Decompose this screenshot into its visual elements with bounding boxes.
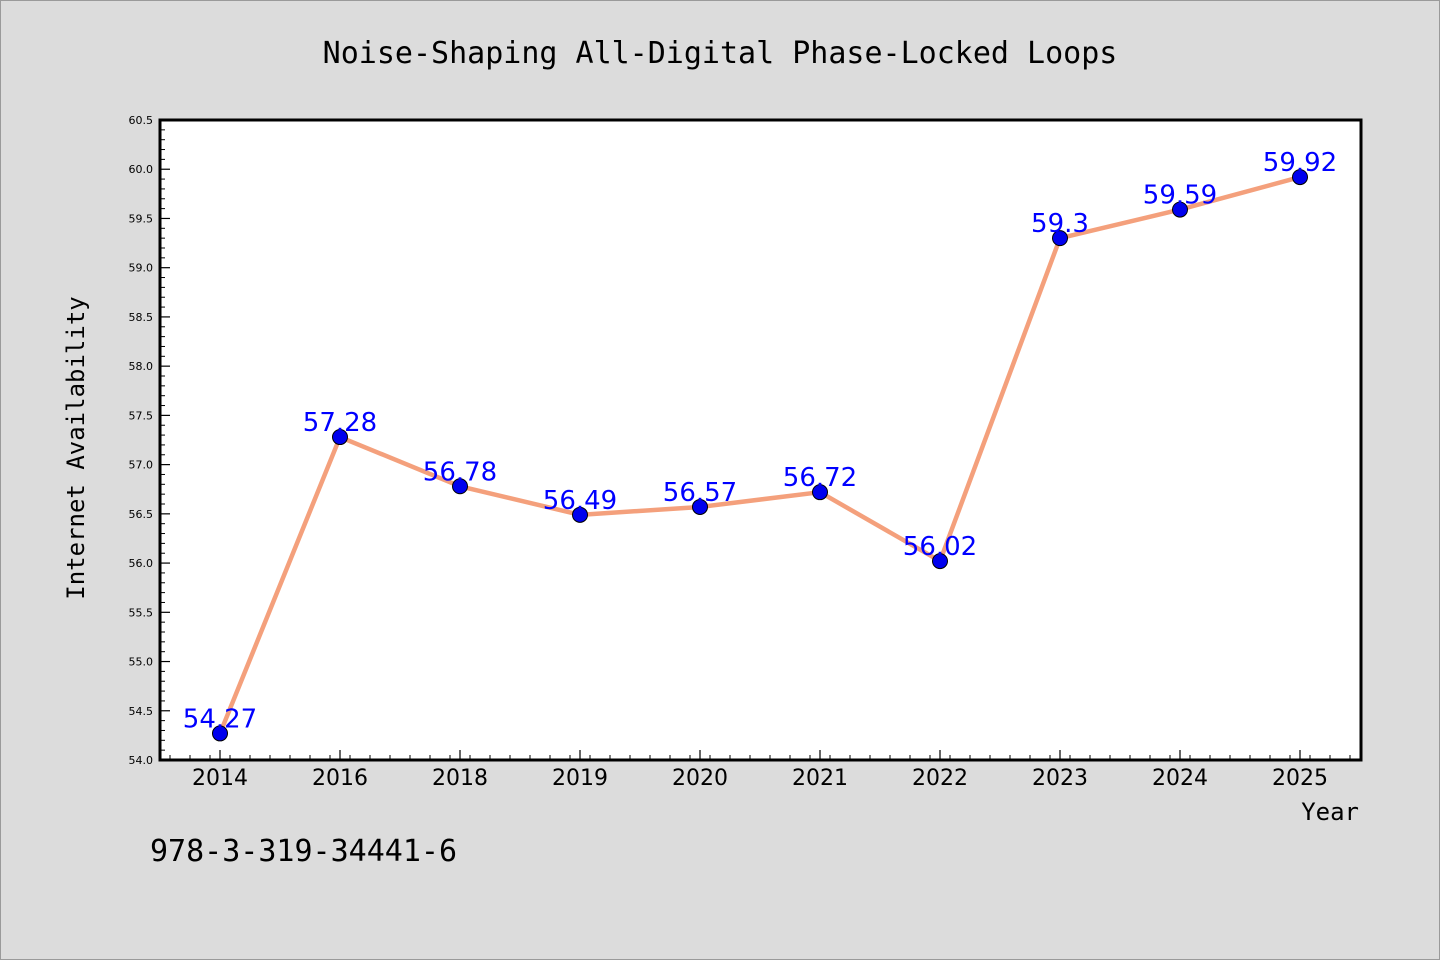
isbn-code: 978-3-319-34441-6: [150, 834, 458, 869]
chart-title: Noise-Shaping All-Digital Phase-Locked L…: [323, 36, 1118, 71]
data-label: 59.3: [1031, 209, 1089, 239]
y-tick-label: 59.0: [129, 262, 154, 275]
y-tick-label: 54.0: [129, 754, 154, 767]
x-tick-label: 2014: [192, 766, 248, 791]
series-line: [217, 174, 1303, 736]
data-point: [812, 484, 828, 501]
y-tick-label: 56.5: [129, 508, 154, 521]
x-tick-label: 2024: [1152, 766, 1208, 791]
x-tick-label: 2025: [1272, 766, 1328, 791]
data-point: [1172, 201, 1188, 218]
data-label: 54.27: [183, 704, 257, 734]
data-point: [692, 498, 708, 515]
y-tick-label: 60.0: [129, 163, 154, 176]
data-label: 59.92: [1263, 148, 1337, 178]
x-tick-label: 2022: [912, 766, 968, 791]
x-tick-label: 2016: [312, 766, 368, 791]
data-point: [1052, 230, 1068, 247]
y-tick-label: 56.0: [129, 557, 154, 570]
y-tick-label: 54.5: [129, 705, 154, 718]
data-label: 56.72: [783, 463, 857, 493]
data-label: 56.57: [663, 478, 737, 508]
y-tick-label: 57.0: [129, 459, 154, 472]
plot-area: [158, 118, 1363, 762]
y-tick-label: 58.0: [129, 360, 154, 373]
data-point: [452, 478, 468, 495]
data-point: [212, 725, 228, 742]
y-axis: 54.0 54.5 55.0 55.5 56.0 56.5 57.0 57.5 58.0 58.5…: [129, 114, 170, 767]
x-tick-label: 2018: [432, 766, 488, 791]
data-label: 57.28: [303, 408, 377, 438]
y-tick-label: 55.0: [129, 656, 154, 669]
x-tick-label: 2020: [672, 766, 728, 791]
y-tick-label: 58.5: [129, 311, 154, 324]
y-tick-label: 57.5: [129, 409, 154, 422]
x-axis-label: Year: [1301, 798, 1359, 826]
y-tick-label: 60.5: [129, 114, 154, 127]
data-point: [572, 506, 588, 523]
y-tick-label: 55.5: [129, 606, 154, 619]
data-labels: 54.27 57.28 56.78 56.49 56.57 56.72 56.02 59.3 5…: [183, 148, 1337, 734]
data-label: 56.02: [903, 532, 977, 562]
x-tick-label: 2023: [1032, 766, 1088, 791]
data-label: 56.49: [543, 486, 617, 516]
data-label: 56.78: [423, 457, 497, 487]
data-point: [332, 429, 348, 446]
x-tick-label: 2021: [792, 766, 848, 791]
data-point: [1292, 169, 1308, 186]
data-point: [932, 553, 948, 570]
x-axis: 2014 2016 2018 2019 2020 2021 2022 2023 2024 2025: [169, 750, 1351, 791]
x-tick-label: 2019: [552, 766, 608, 791]
series-group: [212, 169, 1308, 742]
y-axis-label: Internet Availability: [62, 296, 90, 599]
data-label: 59.59: [1143, 181, 1217, 211]
y-tick-label: 59.5: [129, 212, 154, 225]
